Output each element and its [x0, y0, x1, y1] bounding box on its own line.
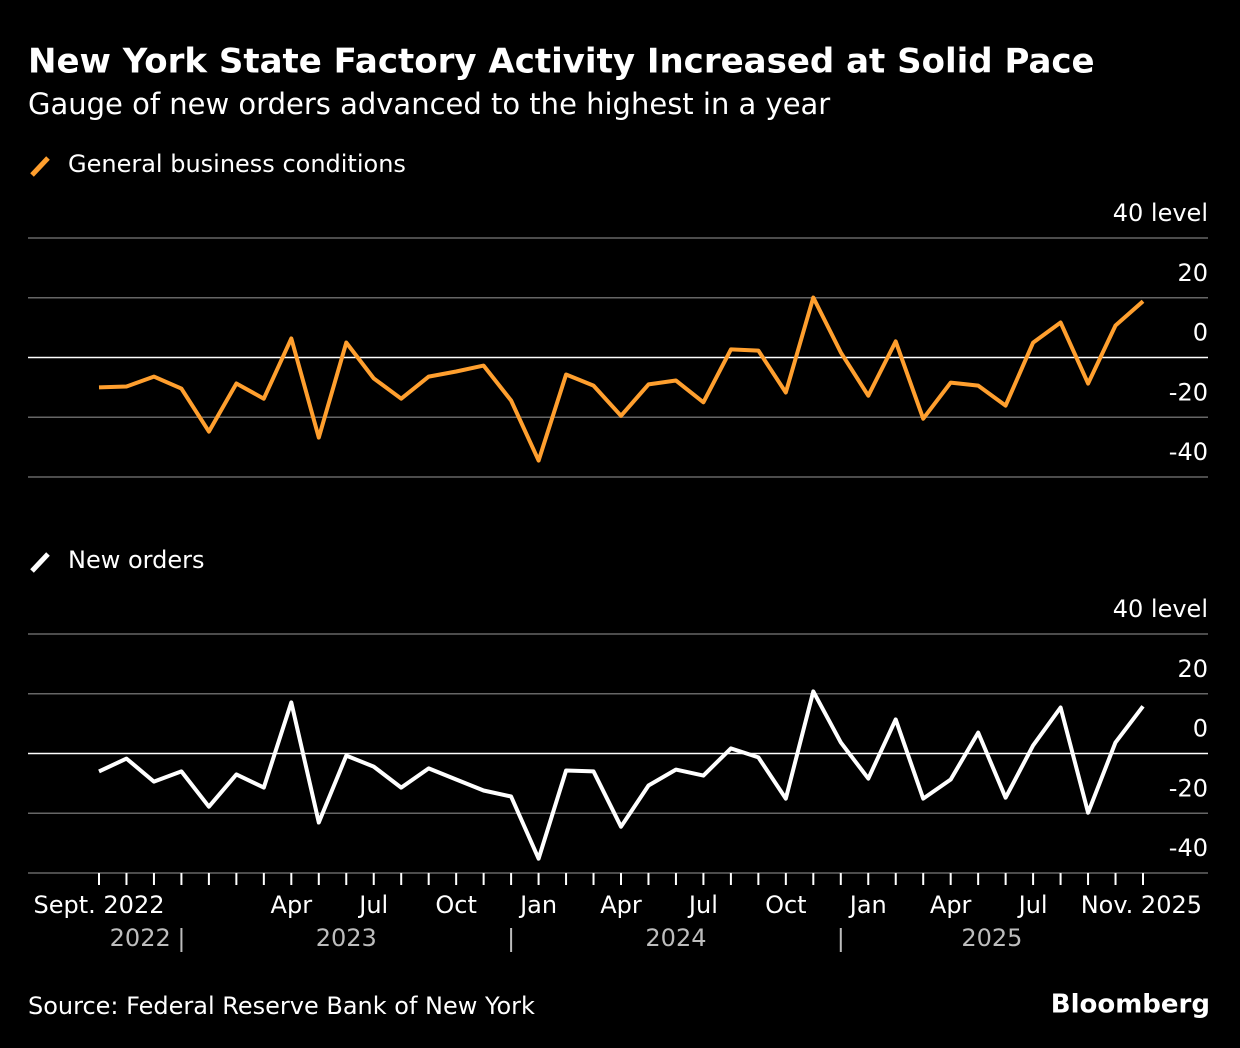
- source: Source: Federal Reserve Bank of New York: [28, 992, 535, 1020]
- x-tick-label: Jul: [357, 891, 388, 919]
- y-tick-label: -40: [1169, 834, 1208, 862]
- y-tick-label: 40 level: [1113, 595, 1208, 623]
- legend-label: General business conditions: [68, 150, 406, 178]
- y-tick-label: 20: [1177, 259, 1208, 287]
- y-tick-label: 40 level: [1113, 199, 1208, 227]
- line: [98, 689, 1145, 861]
- y-tick-label: 0: [1193, 715, 1208, 743]
- x-tick-label: Apr: [600, 891, 642, 919]
- year-label: 2022: [110, 924, 171, 952]
- x-tick-label: Jul: [1017, 891, 1048, 919]
- y-tick-label: -20: [1169, 774, 1208, 802]
- x-tick-label: Apr: [930, 891, 972, 919]
- y-tick-label: 0: [1193, 319, 1208, 347]
- x-tick-label: Oct: [435, 891, 477, 919]
- x-tick-label: Oct: [765, 891, 807, 919]
- legend-swatch: [30, 156, 50, 177]
- y-tick-label: -20: [1169, 378, 1208, 406]
- year-label: 2023: [316, 924, 377, 952]
- chart-title: New York State Factory Activity Increase…: [28, 42, 1095, 82]
- y-tick-label: -40: [1169, 438, 1208, 466]
- x-tick-label: Apr: [271, 891, 313, 919]
- chart-subtitle: Gauge of new orders advanced to the high…: [28, 87, 830, 121]
- x-tick-label: Nov. 2025: [1081, 891, 1202, 919]
- year-label: 2024: [645, 924, 706, 952]
- y-tick-label: 20: [1177, 655, 1208, 683]
- year-label: 2025: [961, 924, 1022, 952]
- line: [98, 295, 1145, 463]
- x-tick-label: Jan: [848, 891, 887, 919]
- legend-label: New orders: [68, 546, 204, 574]
- legend-swatch: [30, 552, 50, 573]
- brand: Bloomberg: [1051, 990, 1210, 1020]
- x-tick-label: Jan: [518, 891, 557, 919]
- x-tick-label: Jul: [687, 891, 718, 919]
- x-tick-label: Sept. 2022: [34, 891, 165, 919]
